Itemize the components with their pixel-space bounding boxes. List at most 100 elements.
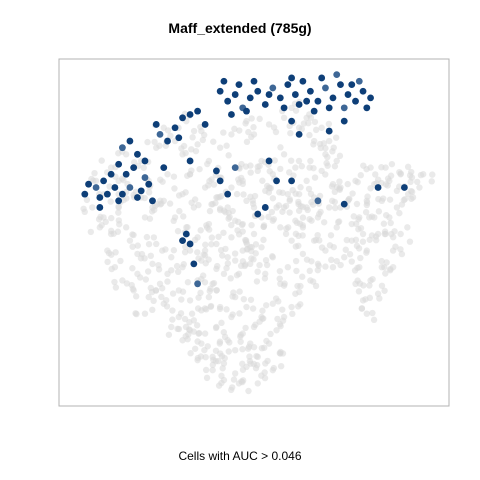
background-cell-point (164, 171, 171, 178)
background-cell-point (375, 208, 383, 215)
background-cell-point (274, 315, 281, 323)
background-cell-point (153, 240, 160, 248)
selected-cells (81, 71, 408, 288)
plot-frame (58, 58, 450, 407)
background-cell-point (202, 353, 209, 361)
background-cell-point (208, 234, 216, 241)
background-cell-point (239, 258, 247, 265)
selected-cell-point (318, 74, 326, 82)
background-cell-point (261, 344, 268, 351)
background-cell-point (269, 300, 276, 307)
selected-cell-point (122, 170, 130, 178)
background-cell-point (307, 157, 314, 165)
background-cell-point (266, 168, 273, 175)
background-cell-point (136, 274, 144, 281)
selected-cell-point (194, 107, 202, 115)
background-cell-point (359, 230, 367, 238)
background-cell-point (207, 285, 214, 292)
background-cell-point (250, 343, 258, 351)
background-cell-point (179, 288, 187, 295)
background-cell-point (245, 387, 252, 395)
background-cell-point (381, 264, 388, 271)
background-cell-point (297, 282, 304, 290)
background-cell-point (173, 262, 181, 270)
background-cell-point (105, 249, 113, 257)
background-cell-point (325, 120, 333, 128)
background-cell-point (180, 213, 187, 220)
background-cell-point (299, 273, 306, 280)
background-cell-point (182, 189, 189, 196)
selected-cell-point (325, 127, 333, 135)
background-cell-point (247, 260, 254, 268)
background-cell-point (247, 169, 254, 176)
background-cell-point (363, 249, 370, 256)
background-cell-point (324, 153, 331, 161)
background-cell-point (406, 172, 414, 179)
background-cell-point (330, 144, 337, 151)
background-cell-point (191, 196, 199, 203)
background-cell-point (190, 127, 198, 135)
background-cell-point (95, 216, 103, 223)
background-cell-point (314, 266, 322, 274)
background-cell-point (280, 151, 288, 158)
selected-cell-point (179, 237, 186, 245)
background-cell-point (239, 378, 246, 386)
background-cell-point (168, 254, 175, 261)
background-cell-point (289, 310, 296, 318)
background-cell-point (337, 261, 344, 269)
background-cell-point (149, 306, 156, 314)
background-cell-point (226, 339, 233, 346)
selected-cell-point (374, 184, 382, 191)
background-cell-point (212, 324, 220, 332)
background-cell-point (383, 211, 390, 219)
background-cell-point (367, 185, 374, 192)
background-cell-point (132, 293, 140, 300)
background-cell-point (218, 379, 225, 387)
selected-cell-point (186, 111, 194, 118)
background-cell-point (263, 337, 270, 345)
background-cell-point (239, 346, 246, 353)
selected-cell-point (160, 164, 168, 172)
background-cell-point (384, 182, 391, 189)
background-cell-point (182, 323, 190, 331)
background-cell-point (202, 366, 210, 374)
chart-title: Maff_extended (785g) (168, 20, 312, 36)
background-cell-point (378, 282, 386, 289)
selected-cell-point (231, 164, 239, 172)
background-cell-point (142, 276, 150, 283)
background-cell-point (277, 362, 285, 370)
background-cell-point (209, 366, 216, 374)
background-cell-point (242, 120, 249, 127)
background-cell-point (280, 114, 288, 122)
background-cell-point (407, 178, 414, 186)
background-cell-point (306, 267, 313, 275)
background-cell-point (369, 275, 376, 283)
background-cell-point (345, 196, 353, 203)
background-cell-point (336, 178, 343, 185)
background-cell-point (370, 316, 378, 324)
background-cell-point (318, 244, 326, 251)
background-cell-point (258, 244, 265, 251)
background-cell-point (150, 234, 158, 241)
selected-cell-point (288, 117, 295, 125)
background-cell-point (279, 189, 286, 197)
background-cell-point (259, 307, 266, 314)
background-cell-point (250, 124, 257, 131)
background-cell-point (240, 191, 247, 198)
background-cell-point (269, 195, 277, 202)
background-cell-point (228, 384, 236, 391)
background-cell-point (239, 228, 246, 235)
background-cell-point (244, 345, 252, 352)
selected-cell-point (201, 121, 209, 128)
background-cell-point (210, 181, 218, 188)
background-cell-point (141, 255, 148, 262)
background-cell-point (233, 190, 241, 198)
background-cell-point (262, 256, 270, 264)
selected-cell-point (96, 194, 104, 201)
background-cell-point (204, 343, 211, 350)
background-cell-point (216, 144, 224, 151)
background-cell-point (272, 295, 280, 302)
selected-cell-point (329, 94, 337, 102)
background-cell-point (240, 295, 248, 303)
background-cell-point (284, 190, 292, 198)
